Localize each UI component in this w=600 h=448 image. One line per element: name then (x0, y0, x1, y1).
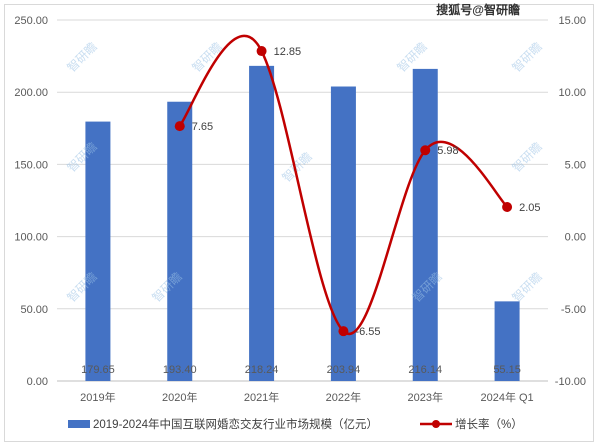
gridlines (57, 19, 548, 382)
watermark-text: 智研瞻 (64, 39, 100, 75)
x-tick-label: 2021年 (244, 390, 279, 404)
x-tick-label: 2019年 (80, 390, 115, 404)
bar-data-label: 203.94 (327, 364, 361, 376)
growth-point (256, 46, 267, 57)
legend-line-label: 增长率（%） (455, 417, 523, 431)
left-tick-label: 0.00 (27, 376, 48, 388)
data-labels: 179.65 193.40 218.24 203.94 216.14 55.15 7.65 1… (81, 46, 540, 376)
left-tick-label: 100.00 (14, 232, 48, 244)
right-tick-label: -5.00 (561, 304, 586, 316)
growth-point (420, 145, 431, 156)
axes: 0.00 50.00 100.00 150.00 200.00 250.00 -10.00 -… (14, 15, 586, 404)
growth-point (174, 121, 185, 132)
left-tick-label: 250.00 (14, 15, 48, 27)
left-tick-label: 200.00 (14, 87, 48, 99)
watermark-text: 智研瞻 (509, 269, 545, 305)
bar (85, 121, 111, 382)
right-tick-label: 15.00 (558, 15, 586, 27)
left-tick-label: 50.00 (20, 304, 48, 316)
growth-data-label: 7.65 (192, 121, 213, 133)
legend-bar-swatch (68, 420, 90, 428)
bar-data-label: 216.14 (408, 364, 442, 376)
growth-data-label: 5.98 (437, 145, 458, 157)
right-tick-label: -10.00 (555, 376, 586, 388)
bar (167, 101, 193, 381)
watermark-text: 智研瞻 (509, 39, 545, 75)
growth-point (338, 326, 349, 337)
source-watermark: 搜狐号@智研瞻 (436, 2, 520, 17)
legend: 2019-2024年中国互联网婚恋交友行业市场规模（亿元） 增长率（%） (68, 417, 523, 431)
bar-data-label: 55.15 (493, 364, 521, 376)
left-tick-label: 150.00 (14, 159, 48, 171)
growth-data-label: 12.85 (274, 46, 302, 58)
right-tick-label: 5.00 (565, 159, 586, 171)
growth-data-label: 2.05 (519, 202, 540, 214)
x-tick-label: 2020年 (162, 390, 197, 404)
chart-frame (4, 4, 594, 442)
right-tick-label: 10.00 (558, 87, 586, 99)
bar-data-label: 218.24 (245, 364, 279, 376)
bar (412, 68, 438, 382)
legend-bar-label: 2019-2024年中国互联网婚恋交友行业市场规模（亿元） (93, 417, 378, 431)
growth-line (174, 34, 513, 337)
bar-data-label: 193.40 (163, 364, 197, 376)
bar (494, 301, 520, 381)
growth-point (502, 201, 513, 212)
bar-data-label: 179.65 (81, 364, 115, 376)
bar (249, 65, 275, 381)
x-tick-label: 2024年 Q1 (480, 390, 533, 404)
x-tick-label: 2023年 (408, 390, 443, 404)
legend-line-marker (432, 420, 440, 428)
bars (85, 65, 520, 382)
x-tick-label: 2022年 (326, 390, 361, 404)
watermark-text: 智研瞻 (509, 139, 545, 175)
bar (330, 86, 356, 381)
right-tick-label: 0.00 (565, 232, 586, 244)
growth-data-label: -6.55 (355, 326, 380, 338)
